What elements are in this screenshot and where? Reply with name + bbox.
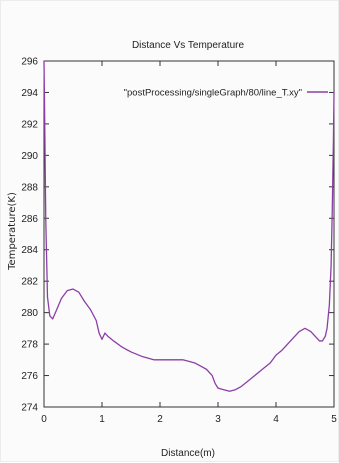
y-tick-label: 274 — [21, 403, 38, 414]
x-axis-label: Distance(m) — [161, 448, 215, 459]
y-tick-label: 282 — [21, 277, 38, 288]
chart-title: Distance Vs Temperature — [132, 40, 245, 51]
plot-border — [43, 60, 335, 408]
y-tick-label: 296 — [21, 57, 38, 68]
x-tick-label: 4 — [273, 414, 279, 425]
y-tick-label: 280 — [21, 308, 38, 319]
y-tick-label: 288 — [21, 182, 38, 193]
y-tick-label: 284 — [21, 245, 38, 256]
x-tick-label: 2 — [157, 414, 163, 425]
y-tick-label: 286 — [21, 214, 38, 225]
x-tick-label: 0 — [41, 414, 47, 425]
legend-label: "postProcessing/singleGraph/80/line_T.xy… — [124, 88, 302, 99]
axes: 0 1 2 3 4 5 274 276 278 280 282 284 286 288 290 292 294 2… — [21, 57, 337, 426]
y-tick-label: 276 — [21, 371, 38, 382]
x-tick-label: 5 — [331, 414, 337, 425]
y-tick-label: 278 — [21, 340, 38, 351]
legend: "postProcessing/singleGraph/80/line_T.xy… — [124, 88, 328, 99]
series-line — [43, 60, 335, 392]
x-tick-label: 3 — [215, 414, 221, 425]
y-tick-label: 290 — [21, 151, 38, 162]
series-layer — [43, 60, 335, 392]
x-tick-label: 1 — [99, 414, 105, 425]
y-axis-label: Temperature(K) — [7, 192, 18, 271]
y-tick-label: 292 — [21, 119, 38, 130]
y-tick-label: 294 — [21, 88, 38, 99]
